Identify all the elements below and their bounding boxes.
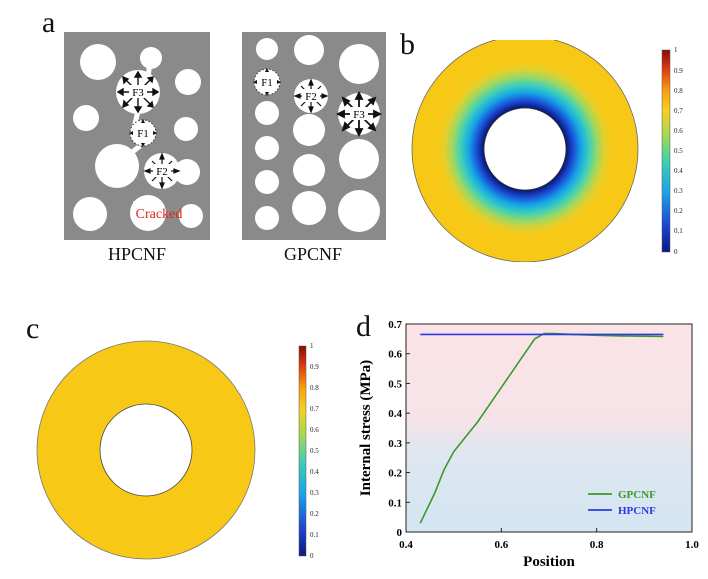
stress-map-hpcnf: 1 0.9 0.8 0.7 0.6 0.5 0.4 0.3 0.2 0.1 0 [36, 340, 319, 560]
x-tick-label: 0.6 [494, 539, 508, 551]
cb-b-tick: 0 [674, 248, 678, 256]
y-tick-label: 0.5 [388, 378, 402, 390]
hpcnf-label: HPCNF [107, 244, 167, 264]
cb-c-tick: 1 [310, 342, 314, 350]
gpcnf-structure: F1 F2 F3 [242, 32, 386, 240]
gp-f3-label: F3 [353, 109, 365, 121]
y-tick-label: 0.7 [388, 319, 402, 331]
cb-b-tick: 0.2 [674, 207, 683, 215]
x-tick-label: 0.8 [590, 539, 604, 551]
cb-c-tick: 0.2 [310, 510, 319, 518]
cb-b-tick: 0.8 [674, 87, 683, 95]
y-tick-label: 0.4 [388, 408, 402, 420]
cb-b-tick: 1 [674, 46, 678, 54]
f3-label: F3 [132, 87, 144, 99]
cb-c-tick: 0.8 [310, 384, 319, 392]
y-tick-label: 0 [397, 527, 403, 539]
cb-b-tick: 0.6 [674, 127, 683, 135]
legend-label-gpcnf: GPCNF [618, 489, 656, 501]
cb-c-tick: 0.4 [310, 468, 319, 476]
x-tick-label: 0.4 [399, 539, 413, 551]
cb-b-tick: 0.3 [674, 187, 683, 195]
panel-a-letter: a [42, 6, 56, 39]
cb-c-tick: 0.6 [310, 426, 319, 434]
stress-map-gpcnf: 1 0.9 0.8 0.7 0.6 0.5 0.4 0.3 0.2 0.1 0 [411, 40, 683, 262]
x-tick-label: 1.0 [685, 539, 699, 551]
f1-label: F1 [137, 128, 149, 140]
panel-c-letter: c [26, 312, 40, 345]
f2-label: F2 [156, 166, 168, 178]
cracked-label: Cracked [136, 207, 183, 222]
cb-c-tick: 0.7 [310, 405, 319, 413]
y-tick-label: 0.3 [388, 438, 402, 450]
cb-b-tick: 0.7 [674, 107, 683, 115]
panel-b-letter: b [400, 28, 415, 61]
y-tick-label: 0.6 [388, 349, 402, 361]
gpcnf-label: GPCNF [283, 244, 343, 264]
stress-line-chart: 0 0.1 0.2 0.3 0.4 0.5 0.6 0.7 0.4 0.6 0.8 1.0 GPCN… [358, 319, 699, 570]
cb-c-tick: 0.5 [310, 447, 319, 455]
cb-c-tick: 0 [310, 552, 314, 560]
y-tick-label: 0.1 [388, 497, 402, 509]
cb-b-tick: 0.1 [674, 227, 683, 235]
cb-c-tick: 0.1 [310, 531, 319, 539]
cb-c-tick: 0.3 [310, 489, 319, 497]
cb-b-tick: 0.4 [674, 167, 683, 175]
gp-f1-label: F1 [261, 77, 273, 89]
series-line-gpcnf [419, 332, 664, 524]
y-axis-label: Internal stress (MPa) [358, 360, 374, 496]
gp-f2-label: F2 [305, 91, 317, 103]
panel-d-letter: d [356, 310, 371, 343]
x-axis-label: Position [523, 554, 575, 570]
y-tick-label: 0.2 [388, 468, 402, 480]
cb-b-tick: 0.5 [674, 147, 683, 155]
cb-c-tick: 0.9 [310, 363, 319, 371]
legend-label-hpcnf: HPCNF [618, 505, 656, 517]
cb-b-tick: 0.9 [674, 67, 683, 75]
hpcnf-structure: F3 F1 F2 Cracked [64, 32, 210, 240]
